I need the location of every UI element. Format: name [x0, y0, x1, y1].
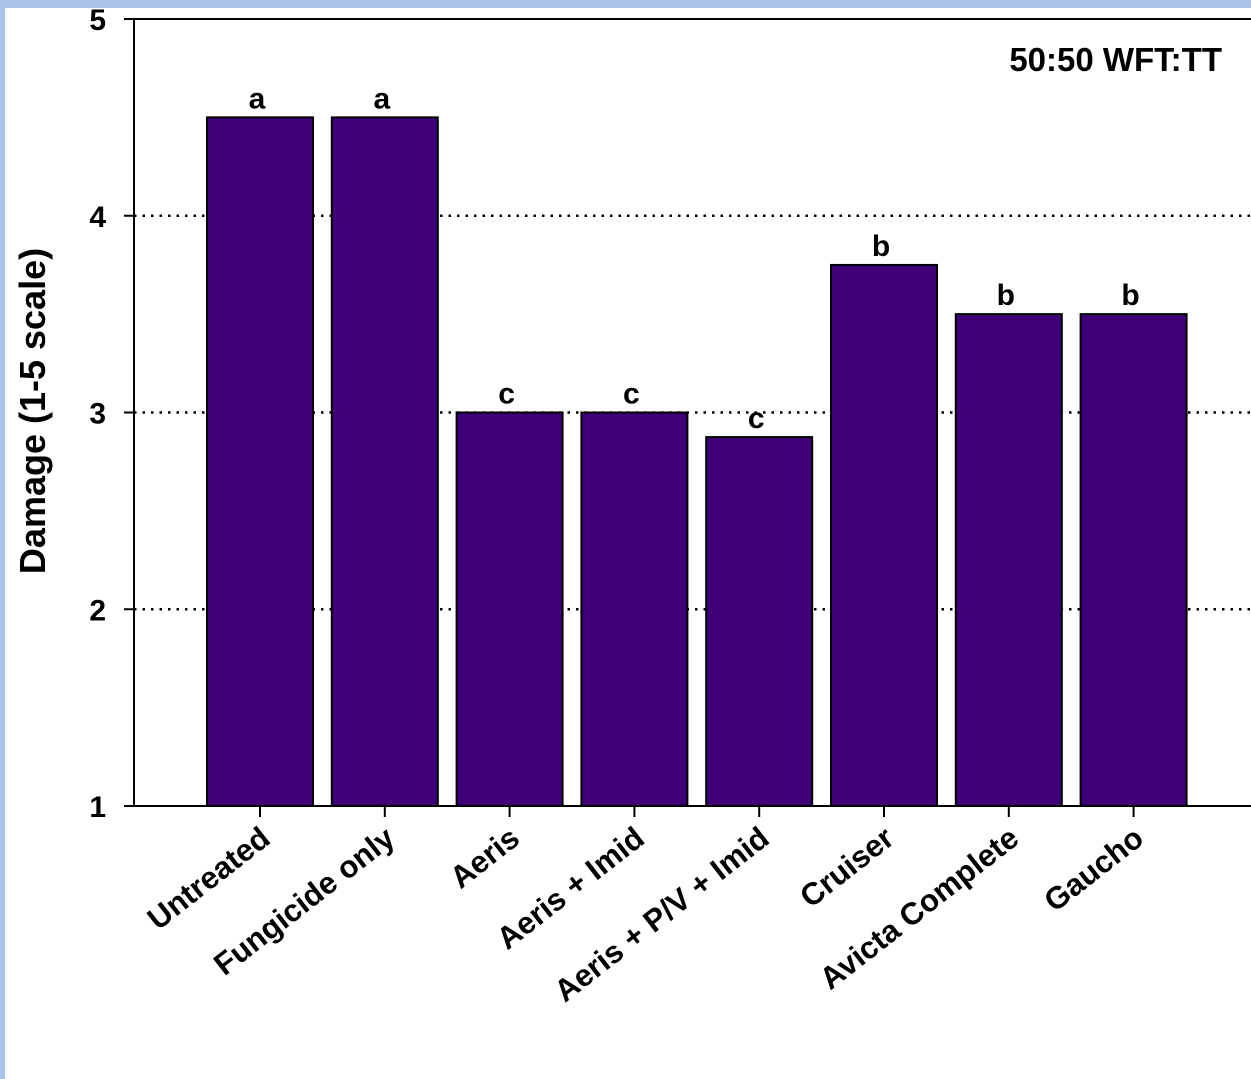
- significance-letter: c: [748, 402, 765, 435]
- bar: [956, 314, 1062, 806]
- y-tick-label: 2: [89, 594, 106, 627]
- y-axis-title: Damage (1-5 scale): [12, 248, 53, 574]
- y-tick-label: 5: [89, 4, 106, 37]
- y-tick-label: 4: [89, 201, 106, 234]
- bar: [581, 413, 687, 807]
- y-ticks: 1 2 3 4 5: [89, 4, 134, 824]
- significance-letter: b: [872, 230, 890, 263]
- category-label: Cruiser: [793, 820, 900, 914]
- significance-letter: a: [373, 82, 390, 115]
- bar: [457, 413, 563, 807]
- bar: [706, 437, 812, 806]
- significance-letter: a: [249, 82, 266, 115]
- bar: [1081, 314, 1187, 806]
- category-label: Aeris + P/V + Imid: [548, 820, 776, 1009]
- significance-letter: b: [997, 279, 1015, 312]
- bar: [332, 117, 438, 806]
- x-ticks: [260, 806, 1134, 817]
- bar: [831, 265, 937, 806]
- significance-letter: c: [498, 378, 515, 411]
- category-label: Aeris: [443, 820, 526, 895]
- treatment-annotation: 50:50 WFT:TT: [1009, 41, 1222, 78]
- category-label: Gaucho: [1037, 820, 1149, 919]
- y-tick-label: 1: [89, 791, 106, 824]
- y-tick-label: 3: [89, 398, 106, 431]
- significance-letter: c: [623, 378, 640, 411]
- bars: [207, 117, 1187, 806]
- bar: [207, 117, 313, 806]
- significance-letter: b: [1121, 279, 1139, 312]
